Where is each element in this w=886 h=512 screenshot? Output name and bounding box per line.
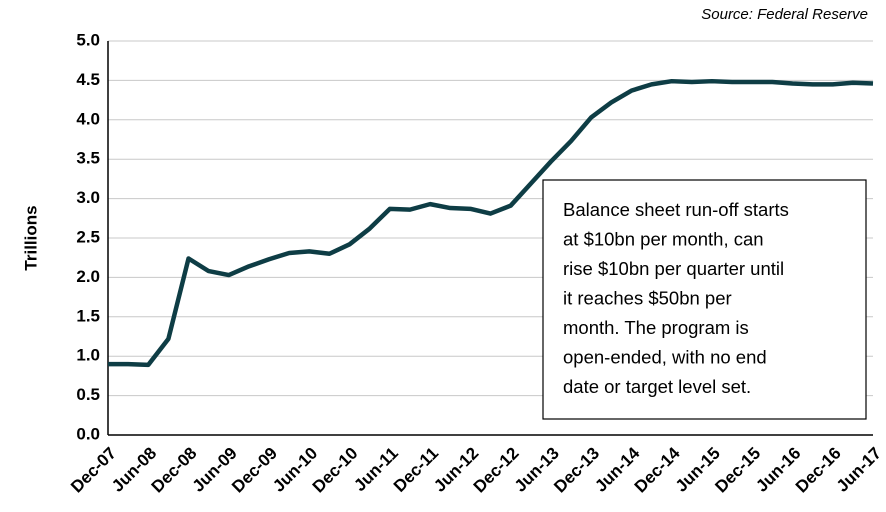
annotation-box <box>542 179 867 420</box>
y-tick-label: 2.0 <box>76 267 100 286</box>
line-series <box>108 78 874 368</box>
y-tick-label: 5.0 <box>76 30 100 49</box>
x-tick-label: Jun-17 <box>833 444 885 496</box>
y-tick-label: 3.0 <box>76 188 100 207</box>
x-tick-label: Dec-12 <box>470 444 523 497</box>
annotation-line: it reaches $50bn per <box>563 287 732 308</box>
y-tick-label: 4.0 <box>76 109 100 128</box>
y-tick-label: 0.0 <box>76 424 100 443</box>
y-tick-label: 4.5 <box>76 70 100 89</box>
x-tick-label: Dec-14 <box>631 443 684 496</box>
x-tick-label: Dec-11 <box>390 444 442 496</box>
source: Source: Federal Reserve <box>701 6 868 23</box>
annotation-line: date or target level set. <box>563 376 751 397</box>
y-tick-label: 1.5 <box>76 306 100 325</box>
y-tick-label: 2.5 <box>76 227 100 246</box>
annotation-line: open-ended, with no end <box>563 346 767 367</box>
x-tick-label: Dec-09 <box>228 444 281 497</box>
x-tick-label: Dec-16 <box>792 444 845 497</box>
annotation-line: month. The program is <box>563 317 749 338</box>
x-tick-label: Dec-08 <box>148 444 201 497</box>
y-tick-label: 1.0 <box>76 346 100 365</box>
x-tick-label: Dec-07 <box>67 444 120 497</box>
annotation-line: rise $10bn per quarter until <box>563 258 784 279</box>
x-tick-label: Dec-13 <box>550 444 603 497</box>
y-axis-label: Trillions <box>21 205 40 270</box>
y-tick-label: 3.5 <box>76 149 100 168</box>
annotation-line: at $10bn per month, can <box>563 228 764 249</box>
x-tick-label: Dec-15 <box>711 444 764 497</box>
x-tick-label: Dec-10 <box>309 444 362 497</box>
annotation-line: Balance sheet run-off starts <box>563 199 789 220</box>
y-tick-label: 0.5 <box>76 385 100 404</box>
